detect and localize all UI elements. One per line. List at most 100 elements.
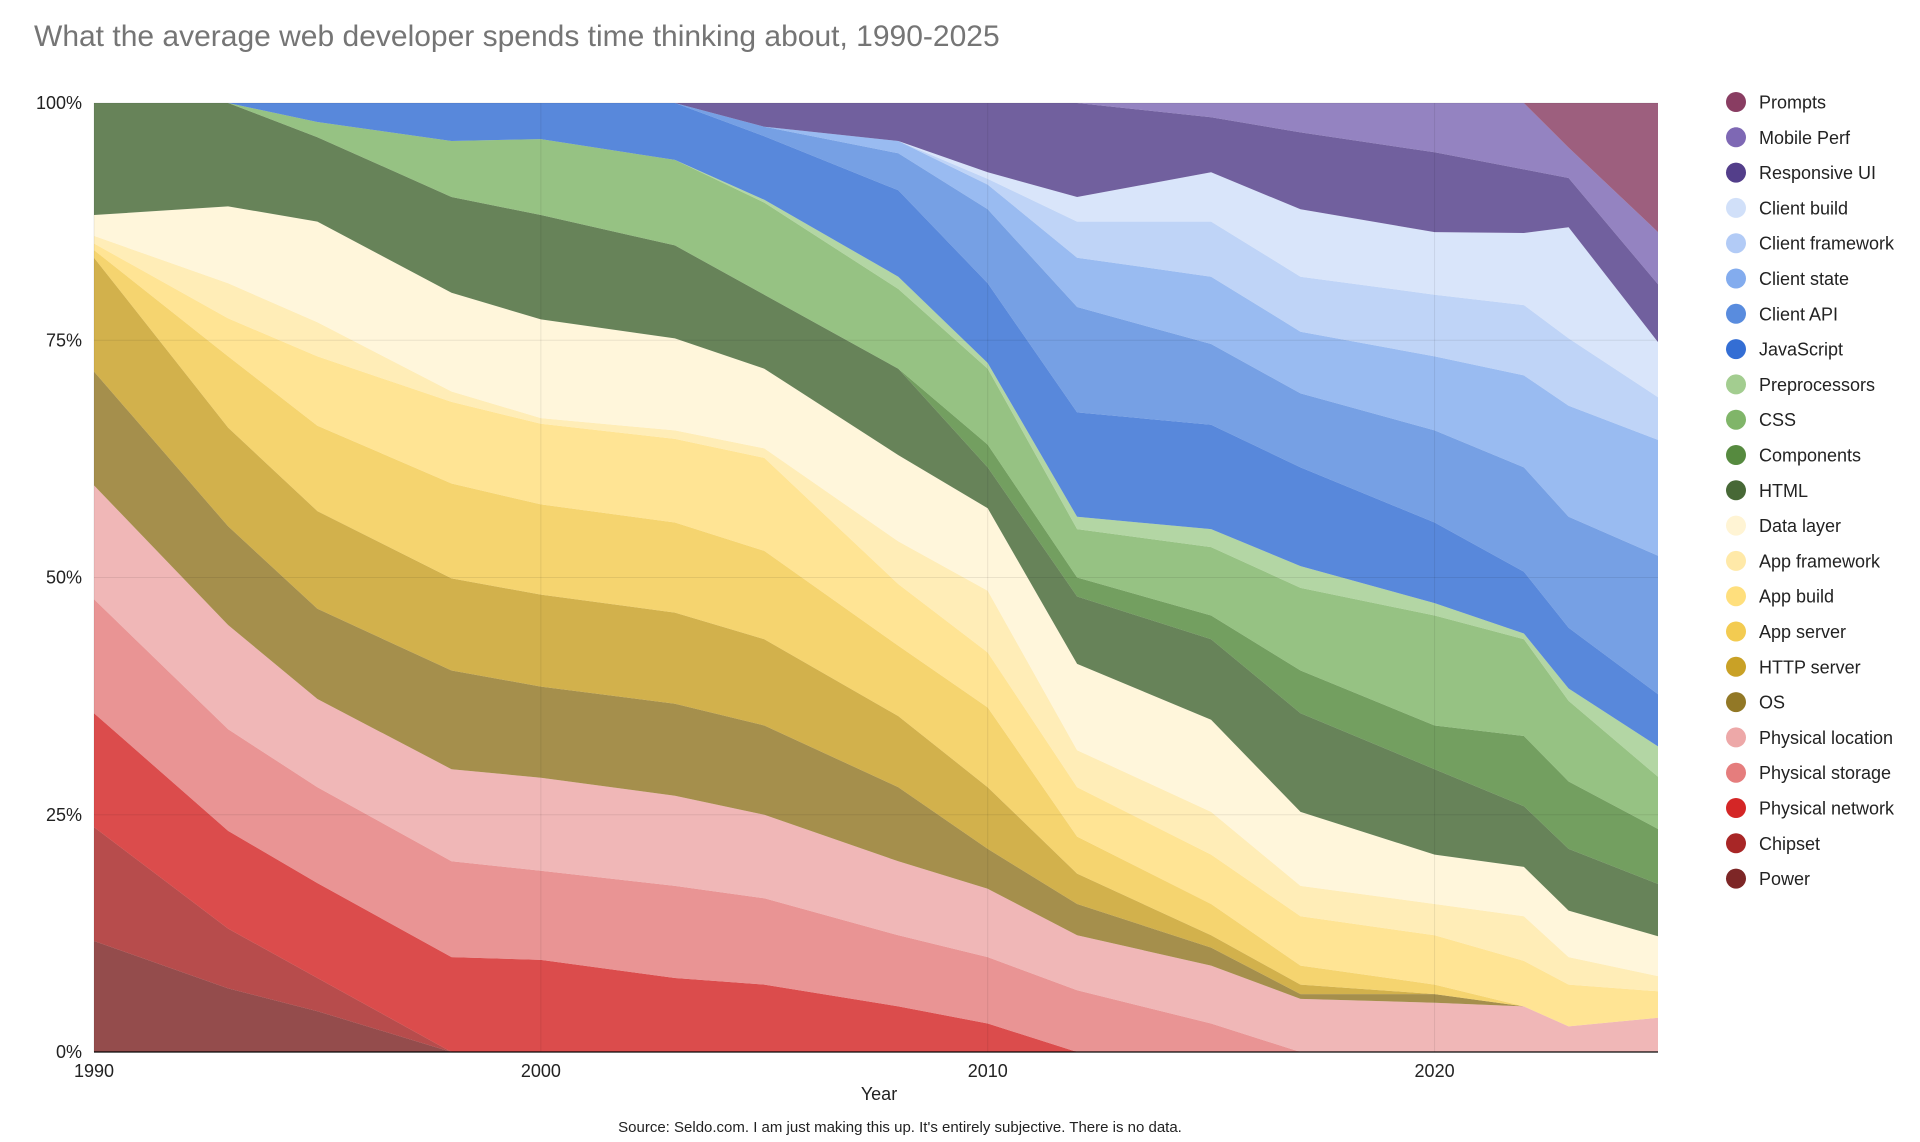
- legend-item-app-server[interactable]: App server: [1726, 621, 1846, 643]
- legend-label: Physical storage: [1759, 763, 1891, 783]
- legend-swatch-icon: [1726, 621, 1746, 642]
- legend-swatch-icon: [1726, 339, 1746, 360]
- legend-label: Responsive UI: [1759, 163, 1876, 183]
- area-power: [94, 941, 1658, 1052]
- legend-label: Physical network: [1759, 799, 1895, 819]
- legend-item-data-layer[interactable]: Data layer: [1726, 515, 1841, 537]
- area-mobile-perf: [94, 103, 1658, 285]
- legend-swatch-icon: [1726, 480, 1746, 501]
- area-os: [94, 371, 1658, 1027]
- legend-label: Client API: [1759, 304, 1838, 324]
- x-tick-label: 2000: [521, 1061, 561, 1081]
- legend-swatch-icon: [1726, 762, 1746, 783]
- legend-swatch-icon: [1726, 798, 1746, 818]
- legend-label: Preprocessors: [1759, 375, 1875, 395]
- y-tick-label: 75%: [46, 330, 82, 350]
- legend-swatch-icon: [1726, 409, 1746, 430]
- legend-swatch-icon: [1726, 550, 1746, 571]
- legend-label: App server: [1759, 622, 1846, 642]
- legend-item-html[interactable]: HTML: [1726, 480, 1808, 501]
- legend-swatch-icon: [1726, 268, 1746, 289]
- x-tick-label: 2010: [968, 1061, 1008, 1081]
- y-tick-label: 0%: [56, 1042, 82, 1062]
- legend-item-preprocessors[interactable]: Preprocessors: [1726, 374, 1875, 395]
- legend-item-client-framework[interactable]: Client framework: [1726, 233, 1895, 254]
- legend-label: Data layer: [1759, 516, 1841, 536]
- legend-label: Chipset: [1759, 834, 1820, 854]
- gridlines: [93, 102, 1658, 1053]
- y-tick-label: 50%: [46, 568, 82, 588]
- legend-swatch-icon: [1726, 233, 1746, 254]
- legend-swatch-icon: [1726, 692, 1746, 713]
- legend-swatch-icon: [1726, 127, 1746, 148]
- legend-label: HTTP server: [1759, 657, 1861, 677]
- legend-item-os[interactable]: OS: [1726, 692, 1785, 713]
- legend: Prompts Mobile Perf Responsive UI Client bu…: [1726, 92, 1895, 889]
- legend-item-chipset[interactable]: Chipset: [1726, 833, 1820, 854]
- area-client-build: [94, 103, 1658, 398]
- legend-label: Physical location: [1759, 728, 1893, 748]
- legend-item-mobile-perf[interactable]: Mobile Perf: [1726, 127, 1851, 148]
- legend-swatch-icon: [1726, 868, 1746, 889]
- area-responsive-ui: [94, 103, 1658, 343]
- legend-swatch-icon: [1726, 586, 1746, 607]
- area-app-build: [94, 243, 1658, 1027]
- x-axis-title: Year: [861, 1084, 897, 1104]
- legend-swatch-icon: [1726, 656, 1746, 677]
- legend-label: Mobile Perf: [1759, 128, 1851, 148]
- area-data-layer: [94, 206, 1658, 977]
- legend-item-client-api[interactable]: Client API: [1726, 303, 1838, 325]
- y-axis-ticks: 0% 25% 50% 75% 100%: [36, 93, 82, 1062]
- legend-label: App framework: [1759, 551, 1881, 571]
- legend-label: Client build: [1759, 198, 1848, 218]
- legend-label: Prompts: [1759, 93, 1826, 113]
- area-physical-location: [94, 485, 1658, 1052]
- plot-areas: [94, 103, 1658, 1052]
- legend-item-client-build[interactable]: Client build: [1726, 197, 1848, 219]
- y-tick-label: 100%: [36, 93, 82, 113]
- legend-item-physical-storage[interactable]: Physical storage: [1726, 762, 1891, 784]
- legend-item-app-build[interactable]: App build: [1726, 586, 1834, 607]
- legend-swatch-icon: [1726, 303, 1746, 324]
- area-css: [94, 103, 1658, 829]
- legend-swatch-icon: [1726, 92, 1746, 112]
- chart-title: What the average web developer spends ti…: [34, 20, 1000, 53]
- area-physical-storage: [94, 599, 1658, 1052]
- legend-label: OS: [1759, 693, 1785, 713]
- legend-label: Power: [1759, 869, 1810, 889]
- legend-item-physical-location[interactable]: Physical location: [1726, 727, 1893, 748]
- x-tick-label: 1990: [74, 1061, 114, 1081]
- legend-label: Client state: [1759, 269, 1849, 289]
- legend-label: Client framework: [1759, 234, 1895, 254]
- area-app-server: [94, 250, 1658, 1027]
- y-tick-label: 25%: [46, 805, 82, 825]
- legend-swatch-icon: [1726, 515, 1746, 536]
- legend-item-power[interactable]: Power: [1726, 868, 1810, 890]
- source-note: Source: Seldo.com. I am just making this…: [618, 1119, 1182, 1136]
- legend-swatch-icon: [1726, 727, 1746, 748]
- area-javascript: [94, 103, 1658, 747]
- legend-item-components[interactable]: Components: [1726, 445, 1861, 466]
- legend-swatch-icon: [1726, 197, 1746, 218]
- legend-item-client-state[interactable]: Client state: [1726, 268, 1849, 290]
- area-app-framework: [94, 235, 1658, 992]
- legend-item-prompts[interactable]: Prompts: [1726, 92, 1826, 113]
- legend-item-physical-network[interactable]: Physical network: [1726, 798, 1895, 819]
- legend-swatch-icon: [1726, 374, 1746, 395]
- legend-item-css[interactable]: CSS: [1726, 409, 1796, 431]
- legend-item-http-server[interactable]: HTTP server: [1726, 656, 1861, 678]
- area-html: [94, 103, 1658, 937]
- legend-swatch-icon: [1726, 833, 1746, 854]
- legend-label: JavaScript: [1759, 340, 1843, 360]
- legend-item-responsive-ui[interactable]: Responsive UI: [1726, 162, 1876, 184]
- area-http-server: [94, 257, 1658, 1027]
- legend-item-javascript[interactable]: JavaScript: [1726, 339, 1843, 360]
- area-physical-network: [94, 713, 1658, 1052]
- legend-label: HTML: [1759, 481, 1808, 501]
- legend-item-app-framework[interactable]: App framework: [1726, 550, 1881, 572]
- x-axis-ticks: 1990 2000 2010 2020: [74, 1061, 1455, 1081]
- legend-label: CSS: [1759, 410, 1796, 430]
- legend-label: App build: [1759, 587, 1834, 607]
- legend-swatch-icon: [1726, 445, 1746, 465]
